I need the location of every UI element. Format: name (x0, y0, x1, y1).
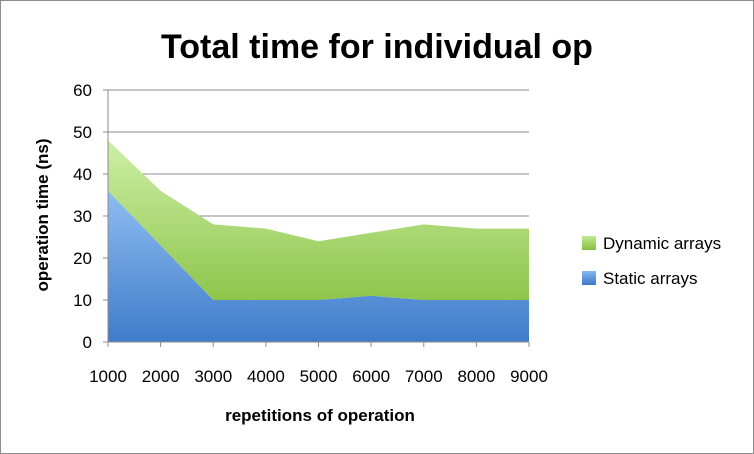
area-static-arrays (108, 190, 529, 342)
x-tick-label: 3000 (194, 367, 232, 386)
x-tick-label: 5000 (300, 367, 338, 386)
legend: Dynamic arrays Static arrays (582, 234, 721, 288)
x-tick-label: 9000 (510, 367, 548, 386)
x-axis-title: repetitions of operation (225, 406, 415, 425)
area-dynamic-arrays (108, 140, 529, 300)
x-tick-labels: 1000 2000 3000 4000 5000 6000 7000 8000 9000 (89, 367, 548, 386)
x-tick-label: 8000 (457, 367, 495, 386)
x-tick-label: 1000 (89, 367, 127, 386)
x-tick-label: 6000 (352, 367, 390, 386)
area-series (108, 140, 529, 342)
y-tick-label: 0 (83, 333, 92, 352)
y-tick-label: 30 (73, 207, 92, 226)
legend-label-static-arrays: Static arrays (603, 269, 697, 288)
y-axis-title: operation time (ns) (33, 138, 52, 291)
x-tick-label: 4000 (247, 367, 285, 386)
y-tick-label: 10 (73, 291, 92, 310)
y-tick-label: 60 (73, 81, 92, 100)
y-tick-labels: 0 10 20 30 40 50 60 (73, 81, 92, 352)
x-tick-label: 2000 (142, 367, 180, 386)
y-tick-label: 20 (73, 249, 92, 268)
x-tick-label: 7000 (405, 367, 443, 386)
y-tick-label: 40 (73, 165, 92, 184)
axes (103, 89, 530, 347)
legend-swatch-dynamic-arrays (582, 236, 596, 250)
chart-title: Total time for individual op (161, 28, 593, 66)
legend-label-dynamic-arrays: Dynamic arrays (603, 234, 721, 253)
legend-swatch-static-arrays (582, 271, 596, 285)
y-tick-label: 50 (73, 123, 92, 142)
